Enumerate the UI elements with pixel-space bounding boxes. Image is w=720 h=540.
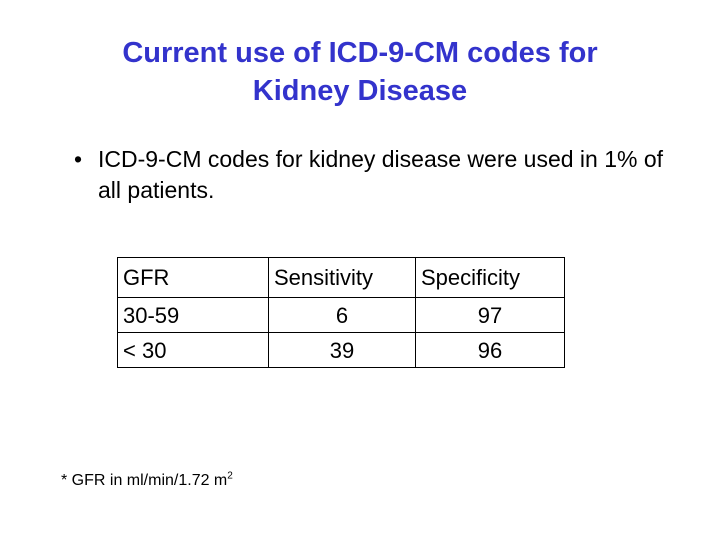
cell-specificity: 96 bbox=[415, 332, 565, 368]
slide-title: Current use of ICD-9-CM codes for Kidney… bbox=[40, 34, 680, 110]
cell-sensitivity: 39 bbox=[268, 332, 416, 368]
table-row: < 30 39 96 bbox=[117, 332, 565, 368]
footnote: * GFR in ml/min/1.72 m2 bbox=[61, 471, 233, 491]
bullet-list: • ICD-9-CM codes for kidney disease were… bbox=[72, 144, 672, 206]
footnote-superscript: 2 bbox=[227, 470, 233, 482]
header-sensitivity: Sensitivity bbox=[268, 257, 416, 298]
gfr-table: GFR Sensitivity Specificity 30-59 6 97 <… bbox=[117, 257, 565, 368]
bullet-item: • ICD-9-CM codes for kidney disease were… bbox=[72, 144, 672, 206]
bullet-icon: • bbox=[74, 146, 83, 172]
table-row: 30-59 6 97 bbox=[117, 297, 565, 333]
cell-gfr: < 30 bbox=[117, 332, 269, 368]
cell-gfr: 30-59 bbox=[117, 297, 269, 333]
slide-title-line-2: Kidney Disease bbox=[252, 75, 468, 107]
header-specificity: Specificity bbox=[415, 257, 565, 298]
slide-title-line-1: Current use of ICD-9-CM codes for bbox=[122, 37, 598, 69]
cell-sensitivity: 6 bbox=[268, 297, 416, 333]
footnote-text: * GFR in ml/min/1.72 m bbox=[61, 472, 228, 489]
bullet-text: ICD-9-CM codes for kidney disease were u… bbox=[98, 146, 664, 203]
table-header-row: GFR Sensitivity Specificity bbox=[117, 257, 565, 298]
header-gfr: GFR bbox=[117, 257, 269, 298]
cell-specificity: 97 bbox=[415, 297, 565, 333]
